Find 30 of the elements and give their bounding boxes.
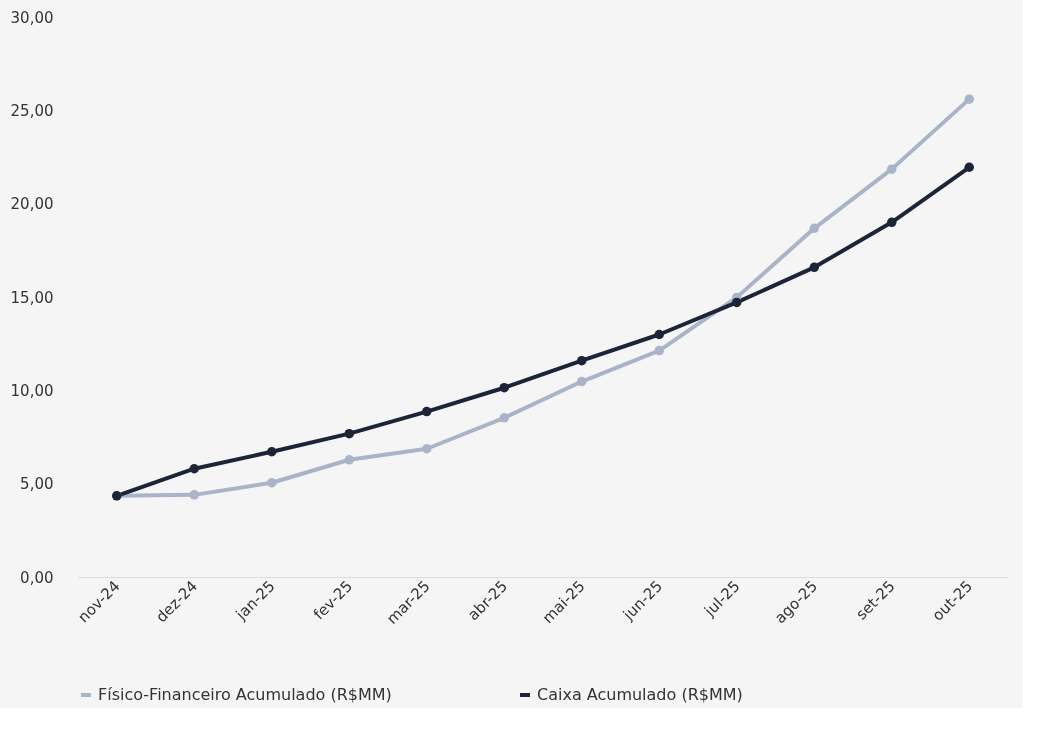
- point: [422, 406, 432, 417]
- point: [964, 162, 974, 172]
- y-tick-label: 15,00: [10, 288, 54, 307]
- point: [344, 428, 354, 439]
- point: [964, 94, 974, 104]
- point: [267, 447, 277, 457]
- point: [499, 382, 509, 393]
- legend-label: Caixa Acumulado (R$MM): [537, 685, 743, 704]
- point: [654, 345, 664, 356]
- point: [577, 376, 587, 387]
- y-tick-label: 5,00: [20, 475, 54, 494]
- point: [809, 223, 819, 234]
- point: [422, 444, 432, 454]
- point: [344, 455, 354, 465]
- point: [189, 490, 199, 500]
- legend-label: Físico-Financeiro Acumulado (R$MM): [98, 685, 392, 704]
- point: [809, 262, 819, 273]
- point: [577, 355, 587, 366]
- point: [732, 297, 742, 308]
- point: [887, 217, 897, 228]
- y-tick-label: 20,00: [10, 195, 54, 214]
- y-tick-label: 30,00: [10, 8, 54, 27]
- point: [887, 164, 897, 174]
- point: [189, 464, 199, 474]
- point: [267, 478, 277, 488]
- y-tick-label: 10,00: [10, 381, 54, 400]
- y-tick-label: 0,00: [20, 568, 54, 587]
- point: [499, 413, 509, 423]
- point: [654, 329, 664, 340]
- y-tick-label: 25,00: [10, 101, 54, 120]
